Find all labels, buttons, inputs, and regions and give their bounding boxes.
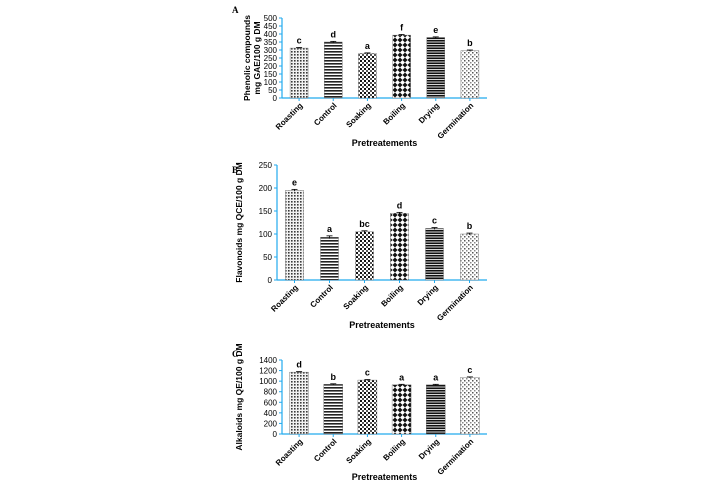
bar-drying (425, 228, 444, 281)
significance-label: c (432, 216, 437, 226)
bar-germination (460, 377, 480, 435)
bar-soaking (358, 53, 377, 99)
significance-label: b (331, 372, 337, 382)
y-tick-label: 0 (268, 276, 273, 285)
bar-germination (460, 50, 480, 99)
bar-germination (460, 233, 479, 281)
panel-letter: C (232, 349, 239, 359)
y-tick-label: 0 (273, 430, 278, 439)
y-tick-label: 1000 (259, 377, 277, 386)
category-label: Boiling (381, 101, 407, 127)
y-tick-label: 100 (264, 78, 278, 87)
y-tick-label: 1400 (259, 356, 277, 365)
significance-label: d (397, 200, 403, 210)
category-label: Boiling (379, 283, 405, 309)
y-tick-label: 0 (273, 94, 278, 103)
category-label: Roasting (269, 283, 300, 314)
significance-label: c (297, 35, 302, 45)
y-tick-label: 300 (264, 46, 278, 55)
category-label: Germination (436, 101, 476, 141)
bar-soaking (355, 231, 374, 281)
y-tick-label: 1200 (259, 367, 277, 376)
bar-boiling (390, 213, 409, 281)
y-axis-label: mg GAE/100 g DM (252, 21, 262, 94)
significance-label: a (327, 224, 333, 234)
y-tick-label: 350 (264, 38, 278, 47)
significance-label: b (467, 221, 473, 231)
x-axis-label: Pretreatements (352, 472, 418, 482)
category-label: Control (312, 101, 338, 127)
x-axis-label: Pretreatements (352, 138, 418, 148)
y-tick-label: 250 (259, 161, 273, 170)
panel-letter: A (232, 5, 239, 15)
y-tick-label: 100 (259, 230, 273, 239)
y-tick-label: 400 (264, 30, 278, 39)
bar-control (323, 384, 343, 435)
category-label: Germination (436, 437, 476, 477)
category-label: Boiling (381, 437, 407, 463)
category-label: Germination (435, 283, 475, 323)
significance-label: a (365, 41, 371, 51)
bar-drying (426, 37, 445, 99)
category-label: Soaking (342, 283, 370, 311)
category-label: Roasting (274, 101, 305, 132)
significance-label: c (365, 368, 370, 378)
y-tick-label: 50 (263, 253, 272, 262)
y-tick-label: 200 (264, 419, 278, 428)
category-label: Drying (417, 101, 441, 125)
category-label: Soaking (344, 101, 372, 129)
significance-label: b (467, 38, 473, 48)
y-axis-label: Flavonoids mg QCE/100 g DM (234, 162, 244, 282)
y-tick-label: 800 (264, 388, 278, 397)
panel-letter: B (232, 165, 238, 175)
category-label: Drying (417, 437, 441, 461)
bar-boiling (392, 34, 411, 99)
y-tick-label: 150 (264, 70, 278, 79)
category-label: Drying (416, 283, 440, 307)
y-tick-label: 150 (259, 207, 273, 216)
category-label: Soaking (344, 437, 372, 465)
bar-drying (426, 384, 446, 435)
bar-control (320, 237, 339, 281)
y-tick-label: 50 (268, 86, 277, 95)
y-tick-label: 500 (264, 14, 278, 23)
category-label: Control (308, 283, 334, 309)
bar-boiling (391, 384, 412, 435)
bar-roasting (289, 47, 309, 99)
significance-label: bc (359, 219, 370, 229)
bar-roasting (285, 190, 304, 281)
y-tick-label: 250 (264, 54, 278, 63)
y-axis-label: Phenolic compounds (242, 15, 252, 101)
significance-label: a (433, 372, 439, 382)
significance-label: d (296, 360, 302, 370)
x-axis-label: Pretreatements (349, 320, 415, 330)
y-tick-label: 600 (264, 398, 278, 407)
significance-label: d (331, 29, 337, 39)
y-tick-label: 400 (264, 409, 278, 418)
y-axis-label: Alkaloids mg QE/100 g DM (234, 343, 244, 450)
significance-label: c (467, 365, 472, 375)
panel-b-flavonoids-chart: B050100150200250eRoastingaControlbcSoaki… (232, 161, 487, 330)
significance-label: f (400, 22, 404, 32)
significance-label: e (433, 25, 438, 35)
y-tick-label: 450 (264, 22, 278, 31)
category-label: Control (312, 437, 338, 463)
significance-label: e (292, 177, 297, 187)
y-tick-label: 200 (264, 62, 278, 71)
bar-soaking (357, 379, 378, 435)
bar-control (324, 41, 343, 99)
category-label: Roasting (274, 437, 305, 468)
bar-roasting (289, 371, 309, 435)
y-tick-label: 200 (259, 184, 273, 193)
significance-label: a (399, 372, 405, 382)
